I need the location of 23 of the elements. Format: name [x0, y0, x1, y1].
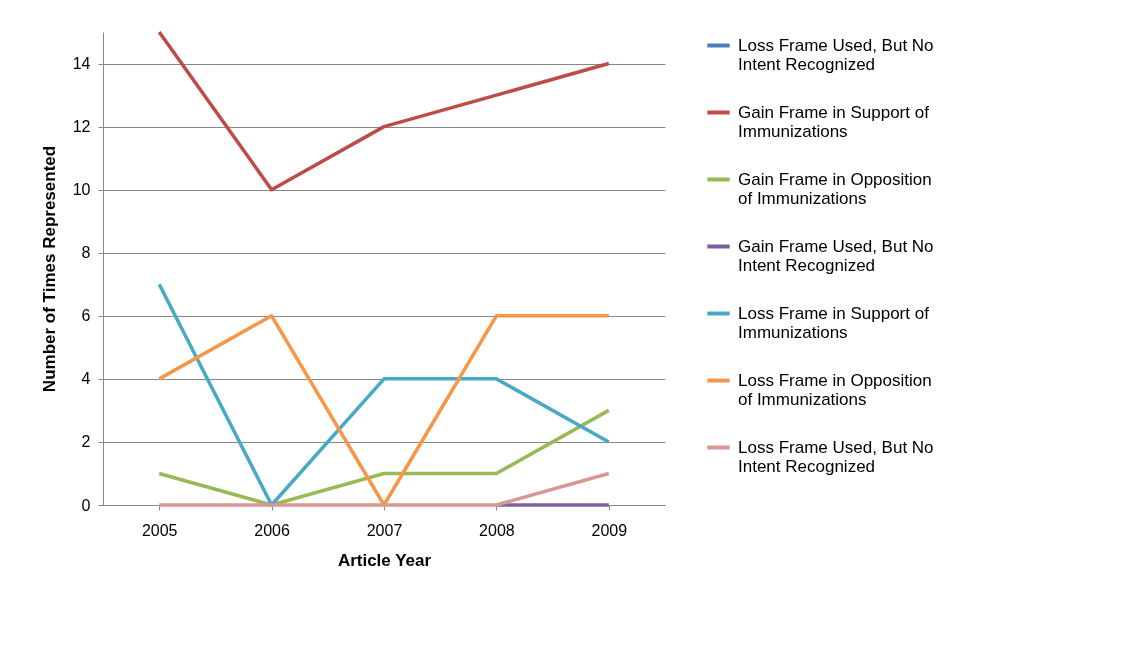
x-tick-label: 2006: [254, 521, 290, 539]
legend-label: Gain Frame in Opposition of Immunizations: [738, 169, 932, 208]
y-tick-label: 0: [81, 496, 91, 514]
legend-label: Loss Frame in Support of Immunizations: [738, 303, 930, 342]
y-tick-label: 10: [72, 181, 91, 199]
x-tick-label: 2009: [591, 521, 628, 539]
x-tick-label: 2008: [479, 521, 515, 539]
y-axis-title: Number of Times Represented: [39, 145, 59, 393]
x-axis-title: Article Year: [337, 550, 432, 570]
x-tick-label: 2005: [141, 521, 178, 539]
y-tick-label: 14: [72, 55, 91, 73]
y-tick-label: 6: [81, 307, 91, 325]
legend-label: Loss Frame Used, But No Intent Recognized: [738, 35, 934, 74]
y-tick-label: 8: [81, 244, 91, 262]
x-tick-label: 2007: [366, 521, 403, 539]
line-series: [157, 30, 611, 192]
legend-label: Gain Frame in Support of Immunizations: [738, 102, 930, 141]
legend-label: Loss Frame Used, But No Intent Recognized: [738, 437, 934, 476]
y-tick-label: 2: [81, 433, 91, 451]
y-tick-label: 4: [81, 370, 91, 388]
y-tick-label: 12: [72, 118, 91, 136]
legend-label: Loss Frame in Opposition of Immunizations: [738, 370, 932, 409]
legend-label: Gain Frame Used, But No Intent Recognized: [738, 236, 934, 275]
